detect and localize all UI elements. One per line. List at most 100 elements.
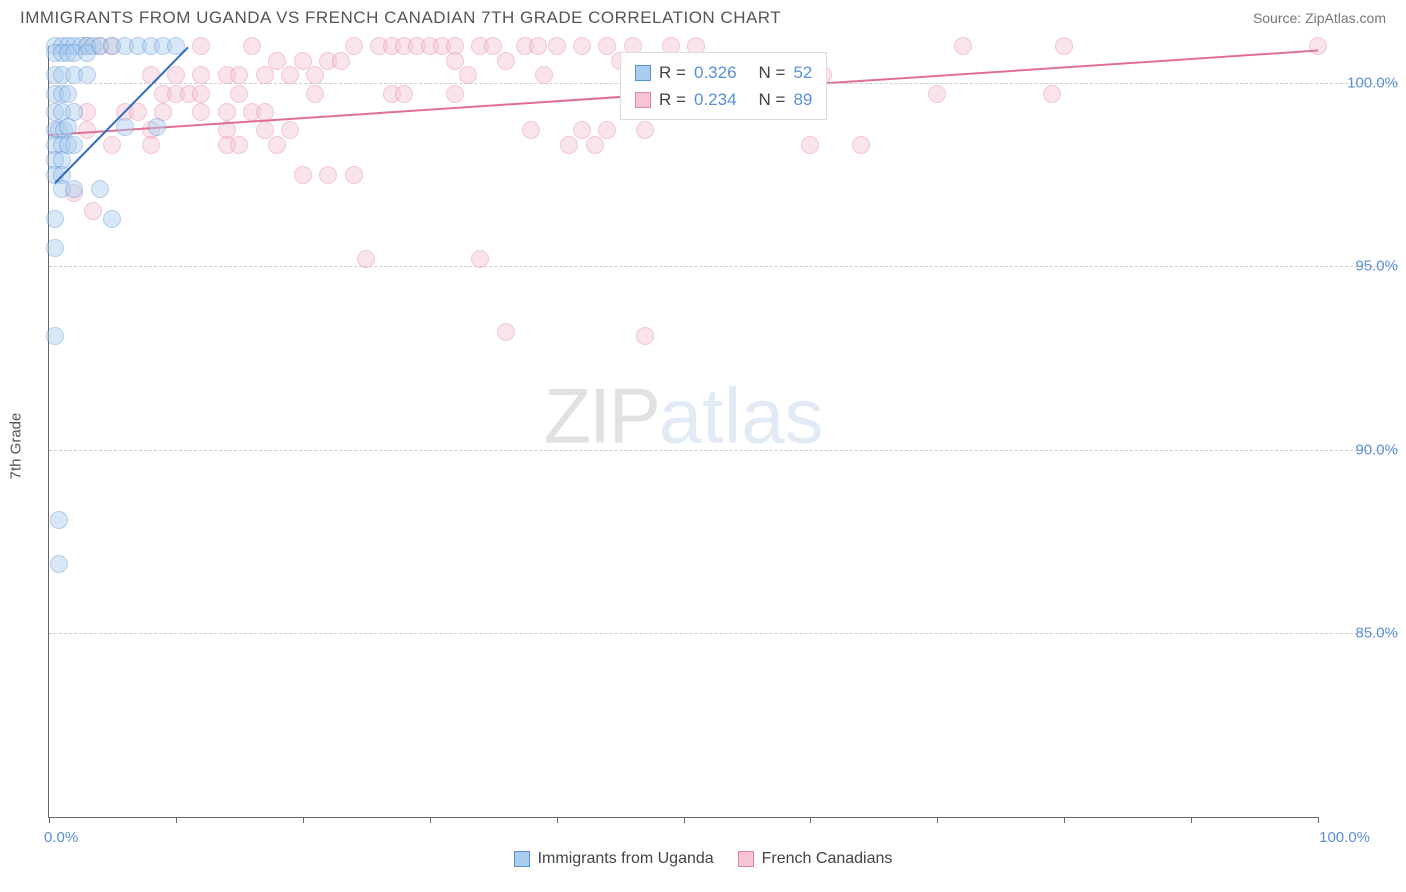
y-axis-label: 7th Grade [8,413,25,480]
data-point [243,37,261,55]
data-point [78,44,96,62]
data-point [84,202,102,220]
swatch-icon [738,851,754,867]
data-point [192,37,210,55]
gridline [49,633,1398,634]
data-point [954,37,972,55]
data-point [522,121,540,139]
data-point [116,118,134,136]
data-point [471,250,489,268]
data-point [801,136,819,154]
header: IMMIGRANTS FROM UGANDA VS FRENCH CANADIA… [0,0,1406,32]
source-label: Source: ZipAtlas.com [1253,10,1386,26]
x-tick [176,817,177,823]
data-point [142,66,160,84]
data-point [46,239,64,257]
data-point [357,250,375,268]
legend-stats-row: R = 0.326N = 52 [635,59,812,86]
data-point [268,136,286,154]
data-point [103,136,121,154]
x-tick-label-min: 0.0% [44,829,78,846]
x-tick-label-max: 100.0% [1319,829,1370,846]
data-point [46,210,64,228]
swatch-icon [635,65,651,81]
data-point [446,52,464,70]
data-point [256,66,274,84]
legend-label: Immigrants from Uganda [538,850,714,868]
x-tick [1191,817,1192,823]
data-point [586,136,604,154]
x-tick [49,817,50,823]
x-tick [684,817,685,823]
data-point [1309,37,1327,55]
data-point [192,66,210,84]
data-point [636,121,654,139]
x-tick [430,817,431,823]
x-tick [557,817,558,823]
data-point [573,37,591,55]
x-tick [1064,817,1065,823]
data-point [459,66,477,84]
legend-stats-row: R = 0.234N = 89 [635,86,812,113]
data-point [103,210,121,228]
data-point [928,85,946,103]
y-tick-label: 95.0% [1328,258,1398,275]
data-point [345,37,363,55]
data-point [1055,37,1073,55]
gridline [49,450,1398,451]
data-point [484,37,502,55]
data-point [573,121,591,139]
legend-label: French Canadians [762,850,893,868]
data-point [46,327,64,345]
y-tick-label: 90.0% [1328,441,1398,458]
data-point [306,85,324,103]
chart-title: IMMIGRANTS FROM UGANDA VS FRENCH CANADIA… [20,8,781,28]
data-point [294,52,312,70]
data-point [192,85,210,103]
data-point [78,66,96,84]
data-point [598,121,616,139]
legend-stats: R = 0.326N = 52R = 0.234N = 89 [620,52,827,120]
data-point [50,555,68,573]
data-point [50,511,68,529]
x-tick [810,817,811,823]
data-point [230,136,248,154]
data-point [446,85,464,103]
data-point [395,85,413,103]
x-tick [303,817,304,823]
data-point [636,327,654,345]
data-point [167,66,185,84]
data-point [535,66,553,84]
data-point [281,121,299,139]
legend-item: French Canadians [738,850,893,868]
data-point [598,37,616,55]
chart-area: ZIPatlas 85.0%90.0%95.0%100.0%R = 0.326N… [48,46,1318,818]
y-tick-label: 100.0% [1328,74,1398,91]
y-tick-label: 85.0% [1328,625,1398,642]
data-point [59,85,77,103]
data-point [230,85,248,103]
swatch-icon [514,851,530,867]
x-tick [937,817,938,823]
data-point [91,180,109,198]
data-point [560,136,578,154]
data-point [548,37,566,55]
x-tick [1318,817,1319,823]
data-point [319,166,337,184]
data-point [65,180,83,198]
data-point [218,103,236,121]
data-point [65,136,83,154]
data-point [497,323,515,341]
data-point [852,136,870,154]
gridline [49,266,1398,267]
data-point [192,103,210,121]
data-point [529,37,547,55]
swatch-icon [635,92,651,108]
data-point [345,166,363,184]
data-point [268,52,286,70]
data-point [59,118,77,136]
legend-item: Immigrants from Uganda [514,850,714,868]
data-point [497,52,515,70]
data-point [142,136,160,154]
data-point [256,121,274,139]
